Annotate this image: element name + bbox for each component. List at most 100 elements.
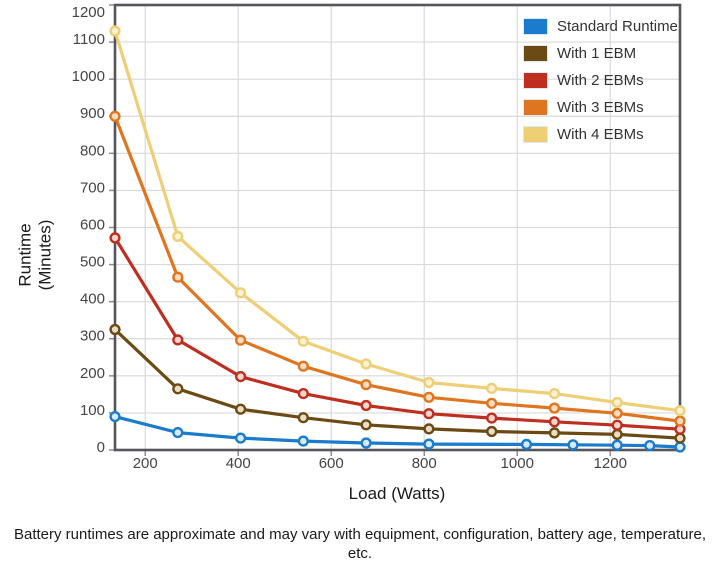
y-axis-title: Runtime (Minutes) (15, 219, 55, 291)
data-point-with-3-ebms (360, 379, 372, 391)
data-point-with-1-ebm (611, 428, 623, 441)
x-tick-label: 1200 (594, 455, 627, 472)
legend-label: With 1 EBM (557, 45, 637, 62)
y-tick-label: 1100 (73, 31, 105, 48)
footnote-line-1: Battery runtimes are approximate and may… (13, 526, 706, 562)
legend-swatch-with-3-ebms (523, 99, 548, 116)
series-line-standard-runtime (113, 415, 682, 449)
y-tick-label: 1000 (72, 68, 105, 85)
data-point-with-4-ebms (235, 287, 247, 299)
legend-item-with-2-ebms: With 2 EBMs (523, 67, 678, 94)
data-point-with-2-ebms (360, 399, 372, 412)
data-point-with-1-ebm (109, 323, 121, 336)
data-point-with-1-ebm (674, 432, 686, 444)
y-tick-label: 100 (80, 402, 105, 419)
data-point-with-3-ebms (172, 271, 184, 283)
series-line-with-2-ebms (113, 236, 682, 431)
x-tick-label: 1000 (501, 455, 534, 472)
legend: Standard Runtime With 1 EBM With 2 EBMs … (523, 13, 678, 148)
data-point-with-2-ebms (297, 388, 309, 400)
y-tick-label: 400 (80, 291, 105, 308)
data-point-with-3-ebms (235, 334, 247, 346)
x-axis-title: Load (Watts) (348, 484, 446, 503)
y-tick-label: 200 (80, 365, 105, 382)
data-point-with-1-ebm (486, 425, 498, 438)
series-standard-runtime (109, 411, 686, 453)
y-tick-label: 1200 (72, 4, 105, 21)
series-with-4-ebms (109, 25, 686, 417)
legend-swatch-with-1-ebm (523, 45, 548, 62)
data-point-with-3-ebms (423, 391, 435, 403)
series-line-with-1-ebm (113, 327, 682, 440)
legend-swatch-with-4-ebms (523, 126, 548, 143)
legend-swatch-standard-runtime (523, 18, 548, 35)
data-point-with-4-ebms (674, 405, 686, 417)
y-tick-label: 600 (80, 216, 105, 233)
chart-canvas: 0 100 200 300 400 500 600 700 800 900 1000 1100 1200… (72, 3, 686, 472)
data-point-standard-runtime (297, 435, 309, 447)
x-tick-label: 200 (133, 455, 158, 472)
y-tick-label: 0 (97, 439, 105, 456)
data-point-with-1-ebm (548, 427, 561, 439)
data-point-standard-runtime (172, 427, 184, 439)
series-with-1-ebm (109, 323, 686, 444)
data-point-with-4-ebms (548, 388, 561, 400)
data-point-with-2-ebms (109, 232, 121, 244)
data-point-standard-runtime (235, 432, 247, 444)
data-point-with-2-ebms (423, 408, 435, 420)
legend-swatch-with-2-ebms (523, 72, 548, 89)
legend-label: With 3 EBMs (557, 99, 644, 116)
data-point-with-2-ebms (548, 416, 561, 428)
series-with-2-ebms (109, 232, 686, 435)
data-point-with-3-ebms (109, 110, 121, 122)
data-point-with-1-ebm (360, 419, 372, 431)
data-point-with-4-ebms (423, 376, 435, 389)
data-point-with-4-ebms (360, 358, 372, 370)
plot-frame (113, 3, 682, 452)
y-tick-label: 900 (80, 105, 105, 122)
legend-item-standard-runtime: Standard Runtime (523, 13, 678, 40)
data-point-with-3-ebms (486, 397, 498, 409)
x-tick-label: 800 (412, 455, 437, 472)
series-line-with-4-ebms (113, 29, 682, 413)
x-tick-label: 400 (226, 455, 251, 472)
data-point-with-3-ebms (548, 402, 561, 414)
data-point-with-2-ebms (486, 412, 498, 424)
y-tick-labels: 0 100 200 300 400 500 600 700 800 900 1000 1100 1200 (72, 4, 105, 456)
data-point-standard-runtime (423, 438, 435, 450)
data-point-standard-runtime (611, 439, 623, 451)
data-point-with-2-ebms (235, 371, 247, 383)
y-tick-label: 700 (80, 179, 105, 196)
data-point-standard-runtime (520, 438, 533, 451)
data-point-standard-runtime (567, 439, 579, 451)
data-point-with-3-ebms (674, 415, 686, 427)
data-point-with-1-ebm (423, 423, 435, 435)
series-line-with-3-ebms (113, 114, 682, 423)
data-point-with-1-ebm (172, 383, 184, 395)
data-point-with-4-ebms (486, 382, 498, 395)
legend-item-with-3-ebms: With 3 EBMs (523, 94, 678, 121)
y-tick-label: 800 (80, 142, 105, 159)
data-point-with-4-ebms (109, 25, 121, 37)
series-with-3-ebms (109, 110, 686, 427)
data-point-with-3-ebms (611, 407, 623, 419)
data-point-standard-runtime (360, 437, 372, 449)
data-point-with-2-ebms (172, 334, 184, 346)
legend-item-with-1-ebm: With 1 EBM (523, 40, 678, 67)
y-tick-label: 500 (80, 254, 105, 271)
x-tick-label: 600 (319, 455, 344, 472)
x-tick-labels: 200 400 600 800 1000 1200 (133, 455, 627, 472)
data-point-standard-runtime (644, 440, 656, 452)
legend-label: Standard Runtime (557, 18, 678, 35)
data-point-standard-runtime (674, 441, 686, 453)
data-point-with-4-ebms (611, 396, 623, 409)
data-point-with-1-ebm (235, 403, 247, 415)
data-point-with-3-ebms (297, 360, 309, 372)
data-point-with-4-ebms (297, 335, 309, 347)
y-tick-label: 300 (80, 328, 105, 345)
legend-label: With 4 EBMs (557, 126, 644, 143)
legend-item-with-4-ebms: With 4 EBMs (523, 121, 678, 148)
data-point-with-1-ebm (297, 412, 309, 424)
data-point-with-4-ebms (172, 230, 184, 243)
